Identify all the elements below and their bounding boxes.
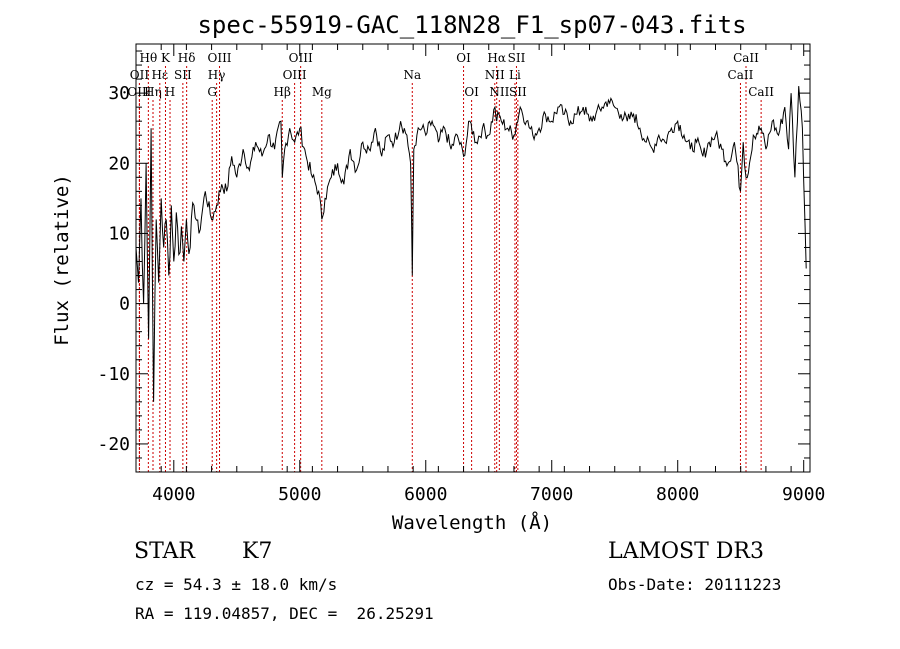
object-class: STAR xyxy=(134,539,195,564)
x-tick-label: 4000 xyxy=(152,484,195,505)
spectral-line-label: CaII xyxy=(728,68,754,82)
spectral-line-label: NII xyxy=(485,68,505,82)
spectral-line-label: SII xyxy=(174,68,192,82)
spectral-line-label: Hγ xyxy=(208,68,226,82)
y-tick-label: 0 xyxy=(119,294,130,315)
redshift-value: cz = 54.3 ± 18.0 km/s xyxy=(135,575,338,594)
plot-frame xyxy=(135,43,811,473)
spectral-line-label: SII xyxy=(508,51,526,65)
spectral-line-label: Hθ xyxy=(139,51,157,65)
chart-title: spec-55919-GAC_118N28_F1_sp07-043.fits xyxy=(197,11,746,39)
spectral-line-label: Na xyxy=(403,68,421,82)
spectral-line-label: CaII xyxy=(748,85,774,99)
y-tick-label: 30 xyxy=(108,83,130,104)
y-tick-label: -20 xyxy=(97,434,130,455)
spectral-line-label: K xyxy=(161,51,171,65)
y-tick-label: 10 xyxy=(108,223,130,244)
spectral-line-label: OI xyxy=(456,51,471,65)
spectral-line-label: OIII xyxy=(283,68,307,82)
spectral-line-label: CaII xyxy=(733,51,759,65)
spectrum-line xyxy=(135,86,807,402)
spectral-line-label: SII xyxy=(509,85,527,99)
spectral-line-label: Li xyxy=(509,68,521,82)
x-tick-label: 8000 xyxy=(656,484,699,505)
spectral-line-label: Hδ xyxy=(178,51,196,65)
spectral-line-label: Hη xyxy=(144,85,162,99)
spectral-line-label: Hβ xyxy=(274,85,291,99)
spectral-line-label: Hα xyxy=(487,51,506,65)
axes-layer: 4000 5000 6000 7000 8000 9000 -20 -10 0 10 20 30 xyxy=(97,43,825,505)
x-axis-label: Wavelength (Å) xyxy=(392,511,552,534)
y-tick-label: -10 xyxy=(97,364,130,385)
spectral-line-label: Hε xyxy=(151,68,168,82)
x-tick-label: 7000 xyxy=(530,484,573,505)
spectral-line-label: Mg xyxy=(312,85,332,99)
x-tick-label: 6000 xyxy=(404,484,447,505)
observation-date: Obs-Date: 20111223 xyxy=(608,575,782,594)
x-tick-label: 5000 xyxy=(278,484,321,505)
y-axis-label: Flux (relative) xyxy=(51,174,73,346)
spectral-line-label: H xyxy=(165,85,175,99)
y-tick-label: 20 xyxy=(108,153,130,174)
spectral-line-label: OIII xyxy=(289,51,313,65)
survey-name: LAMOST DR3 xyxy=(608,539,764,564)
spectral-line-label: OI xyxy=(464,85,479,99)
coordinates: RA = 119.04857, DEC = 26.25291 xyxy=(135,604,434,623)
spectral-line-label: OIII xyxy=(207,51,231,65)
spectral-line-label: G xyxy=(207,85,217,99)
spectral-line-label: OIII xyxy=(127,85,151,99)
object-subclass: K7 xyxy=(242,539,273,564)
spectral-line-label: NII xyxy=(489,85,509,99)
spectral-line-label: OII xyxy=(130,68,150,82)
x-tick-label: 9000 xyxy=(782,484,825,505)
